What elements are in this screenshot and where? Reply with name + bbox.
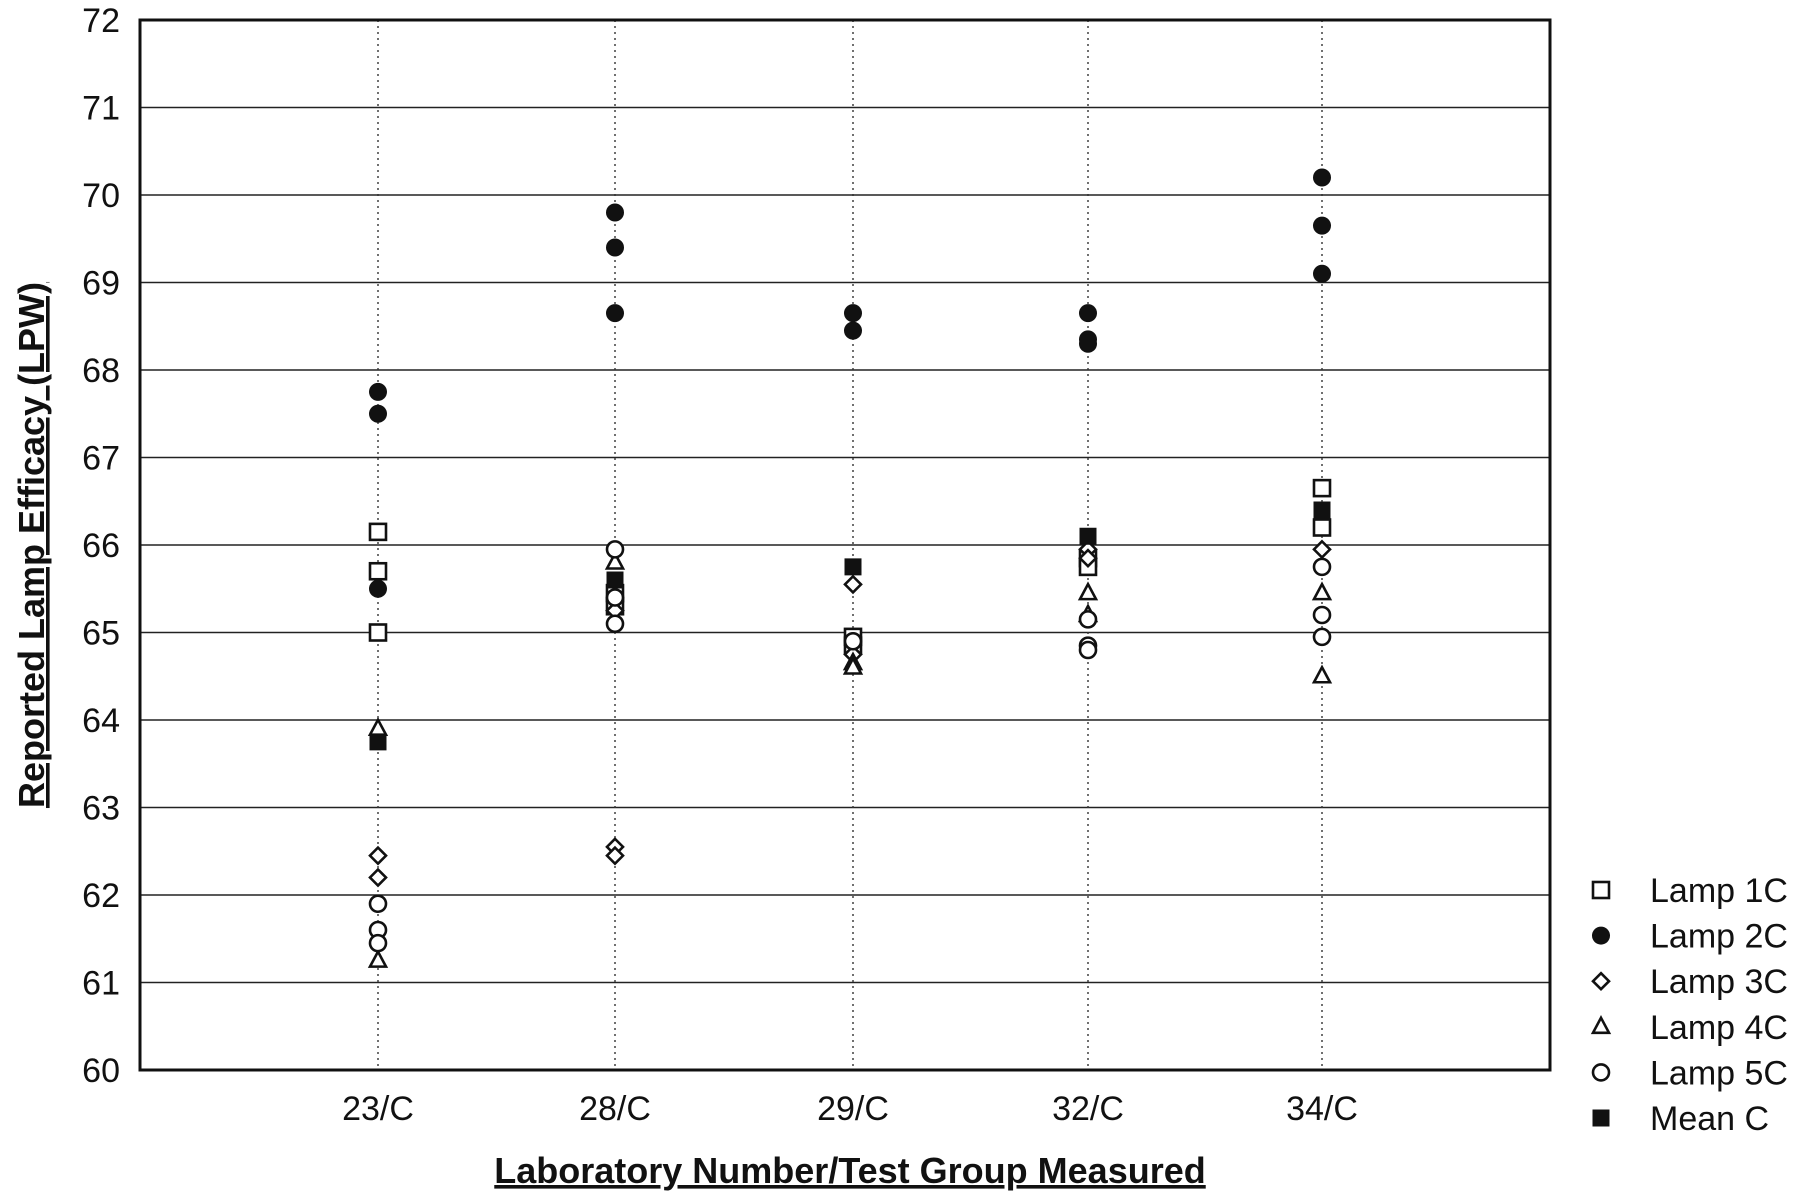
point-lamp-5c [1312,627,1332,647]
point-lamp-5c [605,540,625,559]
legend-marker-mean-c [1592,1109,1610,1127]
point-lamp-4c [604,550,626,570]
point-lamp-2c [606,304,624,323]
y-tick-label: 67 [82,440,120,478]
point-lamp-2c [606,203,624,222]
y-tick-label: 64 [82,702,120,740]
point-lamp-2c [1313,168,1331,187]
point-lamp-5c [1078,640,1098,660]
point-lamp-5c [368,933,388,953]
point-lamp-1c [1312,478,1332,498]
x-tick-label: 34/C [1286,1090,1358,1128]
point-lamp-2c [844,321,862,340]
point-lamp-2c [1079,334,1097,353]
point-lamp-2c [1079,304,1097,323]
point-lamp-4c [367,948,389,968]
point-mean-c [1079,527,1097,545]
point-mean-c [1313,501,1331,519]
y-tick-label: 70 [82,177,120,215]
point-lamp-3c [843,574,863,595]
point-lamp-5c [368,894,388,914]
y-tick-label: 63 [82,790,120,828]
point-lamp-4c [842,655,864,675]
x-tick-label: 23/C [342,1090,414,1128]
legend-label-lamp-4c: Lamp 4C [1650,1009,1788,1047]
y-tick-label: 69 [82,265,120,303]
y-axis-title: Reported Lamp Efficacy (LPW) [11,282,52,808]
point-lamp-2c [369,382,387,401]
point-lamp-4c [1311,664,1333,684]
y-tick-label: 72 [82,2,120,40]
y-axis-ticks: 60 61 62 63 64 65 66 67 68 69 70 71 72 [82,2,120,1090]
legend-label-lamp-3c: Lamp 3C [1650,963,1788,1001]
point-lamp-5c [1078,610,1098,629]
point-lamp-1c [1312,518,1332,537]
point-lamp-3c [368,867,388,888]
point-lamp-2c [844,304,862,323]
data-points [367,168,1333,968]
x-tick-label: 29/C [817,1090,889,1128]
point-lamp-3c [1078,548,1098,568]
point-mean-c [606,571,624,589]
y-tick-label: 66 [82,527,120,565]
point-lamp-5c [1312,605,1332,625]
y-tick-label: 61 [82,965,120,1003]
y-tick-label: 62 [82,877,120,915]
grid [140,20,1550,1070]
point-mean-c [369,733,387,751]
y-tick-label: 65 [82,615,120,653]
legend-marker-lamp-4c [1590,1015,1612,1035]
point-lamp-3c [1312,539,1332,560]
legend-marker-lamp-1c [1591,880,1611,900]
point-lamp-1c [368,561,388,581]
legend-marker-lamp-5c [1591,1063,1611,1082]
plot-area-frame [138,18,1552,1072]
point-lamp-5c [843,631,863,651]
point-lamp-2c [369,579,387,598]
point-lamp-5c [605,588,625,607]
legend: Lamp 1C Lamp 2C Lamp 3C Lamp 4C Lamp 5C Mean … [1590,872,1788,1138]
legend-marker-lamp-2c [1592,926,1610,945]
point-lamp-5c [1312,557,1332,577]
point-lamp-4c [1311,581,1333,601]
x-axis-ticks: 23/C 28/C 29/C 32/C 34/C [342,1090,1358,1128]
point-lamp-1c [368,623,388,642]
legend-label-lamp-2c: Lamp 2C [1650,918,1788,956]
y-tick-label: 60 [82,1052,120,1090]
point-lamp-5c [605,614,625,634]
legend-label-mean-c: Mean C [1650,1100,1769,1138]
legend-label-lamp-5c: Lamp 5C [1650,1054,1788,1092]
y-tick-label: 68 [82,352,120,390]
x-tick-label: 28/C [579,1090,651,1128]
point-lamp-2c [606,238,624,257]
point-lamp-2c [1313,264,1331,283]
point-lamp-3c [605,845,625,866]
x-axis-title: Laboratory Number/Test Group Measured [494,1150,1205,1191]
point-mean-c [844,558,862,576]
point-lamp-1c [368,522,388,542]
x-tick-label: 32/C [1052,1090,1124,1128]
point-lamp-2c [369,404,387,423]
legend-label-lamp-1c: Lamp 1C [1650,872,1788,910]
point-lamp-2c [1313,216,1331,235]
point-lamp-4c [1077,581,1099,601]
point-lamp-4c [367,716,389,737]
y-tick-label: 71 [82,90,120,128]
point-lamp-3c [368,845,388,866]
legend-marker-lamp-3c [1591,971,1611,992]
